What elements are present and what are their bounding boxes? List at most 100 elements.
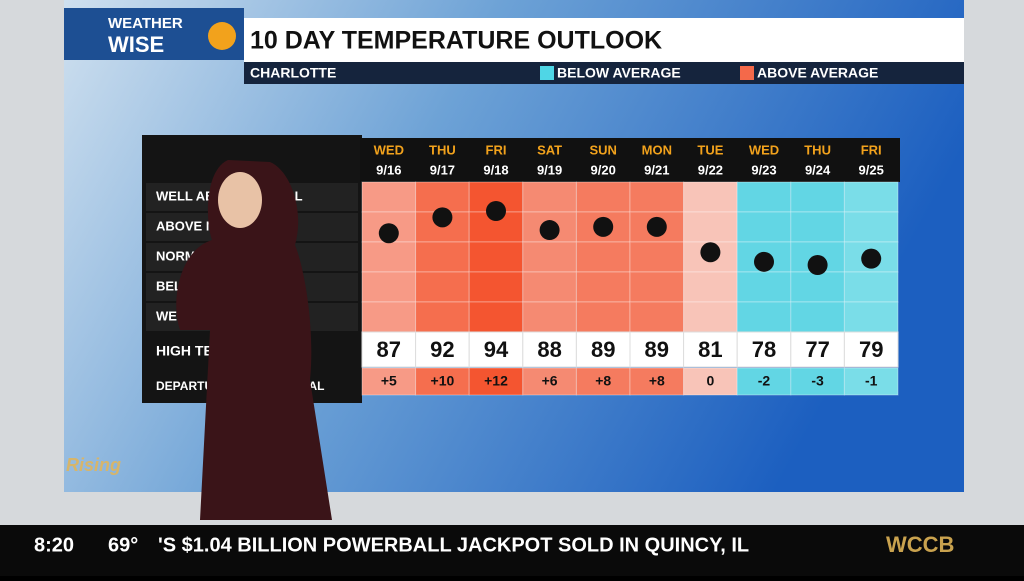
grid-cell [683,181,738,213]
grid-cell [361,241,417,273]
high-temp: 88 [537,337,561,362]
grid-cell [736,301,792,333]
temp-dot [807,255,828,275]
grid-cell [575,241,631,273]
departure: +10 [431,373,455,389]
grid-cell [468,271,524,303]
temp-dot [432,207,453,228]
station-logo: WCCB [886,532,954,557]
grid-cell [736,271,792,303]
day-date: 9/22 [698,162,723,177]
departure: +5 [381,373,397,389]
departure-cell [843,367,899,396]
grid-cell [736,211,792,243]
grid-cell [790,301,845,333]
day-date: 9/24 [805,162,831,177]
grid-cell [575,271,631,303]
sun-icon [208,22,236,50]
high-cell [736,331,792,368]
grid-cell [575,301,631,333]
day-name: SUN [589,142,616,157]
grid-cell [629,241,685,273]
day-name: MON [642,142,672,157]
day-date: 9/23 [751,162,776,177]
brand-top: WEATHER [108,15,183,32]
legend-swatch [540,66,554,80]
temp-dot [378,223,399,244]
grid-cell [683,301,738,333]
grid-cell [522,301,577,333]
day-date: 9/17 [430,162,455,177]
grid-cell [415,301,470,333]
location: CHARLOTTE [250,65,336,81]
grid-cell [683,211,738,243]
high-temp: 77 [805,337,829,362]
day-date: 9/18 [483,162,508,177]
day-name: TUE [697,142,723,157]
grid-cell [361,301,417,333]
legend-swatch [740,66,754,80]
high-cell [468,331,524,368]
grid-cell [683,271,738,303]
grid-cell [790,271,845,303]
high-temp: 89 [645,337,669,362]
temp-dot [486,201,506,221]
grid-cell [522,181,577,213]
temp-dot [861,248,882,269]
departure: -3 [811,373,824,389]
day-date: 9/25 [859,162,884,177]
brand-bottom: WISE [108,32,164,57]
departure-cell [629,367,685,396]
departure-cell [522,367,577,396]
departure: +6 [542,373,558,389]
high-temp: 87 [377,337,401,362]
departure-cell [683,367,738,396]
departure: +12 [484,373,508,389]
temp-dot [593,216,614,237]
day-name: THU [804,142,831,157]
grid-cell [843,271,899,303]
title: 10 DAY TEMPERATURE OUTLOOK [250,27,662,55]
high-cell [522,331,577,368]
grid-cell [790,211,845,243]
grid-cell [629,181,685,213]
day-date: 9/16 [376,162,401,177]
high-temp: 94 [484,337,509,362]
grid-cell [361,181,417,213]
day-date: 9/19 [537,162,562,177]
departure: -2 [758,373,771,389]
grid-cell [843,301,899,333]
high-temp: 89 [591,337,615,362]
temp-dot [700,242,721,263]
ticker-headline: 'S $1.04 BILLION POWERBALL JACKPOT SOLD … [158,534,749,556]
ticker [0,525,1024,576]
high-temp: 81 [698,337,722,362]
grid-cell [843,211,899,243]
high-cell [629,331,685,368]
show-logo: Rising [66,455,121,475]
presenter-face [218,172,262,228]
day-name: THU [429,142,456,157]
high-temp: 78 [752,337,776,362]
ticker-temp: 69° [108,534,138,556]
departure-cell [790,367,845,396]
day-header [360,138,900,182]
grid-cell [522,271,577,303]
high-cell [575,331,631,368]
departure: 0 [707,373,715,389]
grid-cell [415,241,470,273]
high-temp: 79 [859,337,883,362]
day-name: FRI [486,142,507,157]
departure-cell [361,367,417,396]
day-name: WED [749,142,779,157]
temp-dot [539,220,560,241]
grid-cell [361,271,417,303]
departure: +8 [649,373,665,389]
high-temp: 92 [430,337,454,362]
day-date: 9/20 [591,162,616,177]
grid-cell [522,241,577,273]
departure: -1 [865,373,878,389]
grid-cell [843,181,899,213]
day-name: WED [374,142,404,157]
